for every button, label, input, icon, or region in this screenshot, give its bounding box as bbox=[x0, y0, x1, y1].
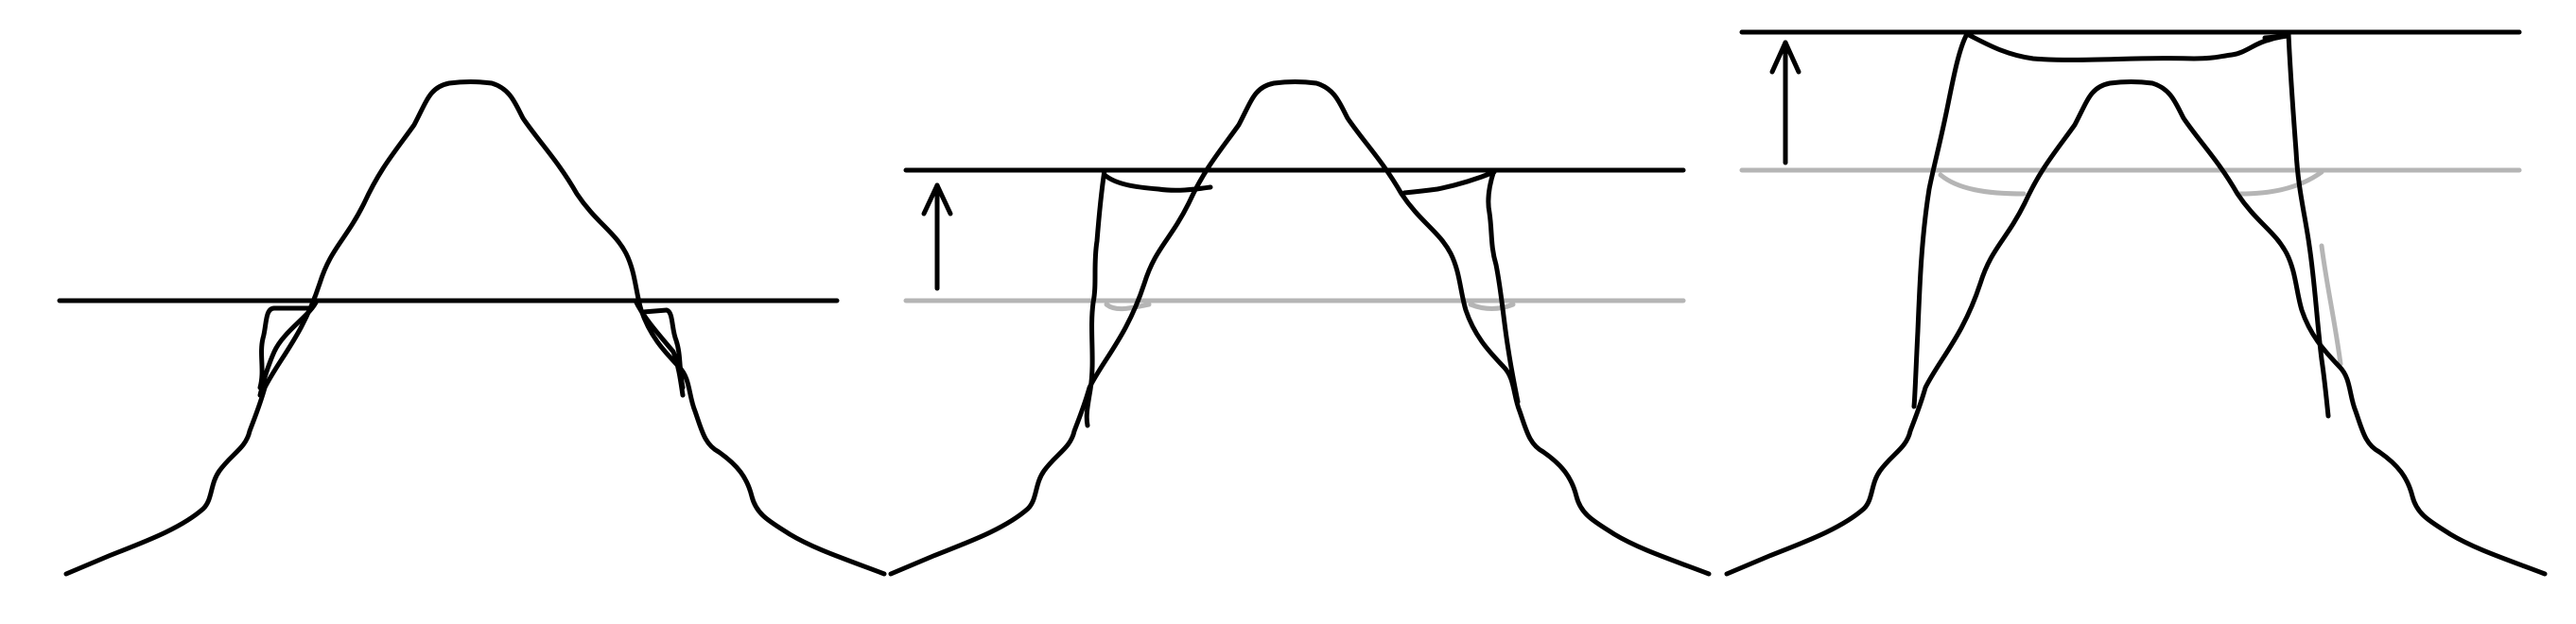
panel-2-previous-right-fill bbox=[1468, 302, 1516, 311]
panel-2 bbox=[888, 79, 1712, 577]
panel-3-top-cap bbox=[2262, 33, 2291, 41]
panel-3-previous-left-fill bbox=[1938, 172, 2027, 197]
panel-2-mountain-outline bbox=[888, 79, 1712, 577]
panel-1-mountain-outline bbox=[63, 79, 887, 577]
up-arrow-icon bbox=[921, 182, 953, 217]
panel-1-left-fill bbox=[257, 298, 320, 398]
panel-3-left-fill bbox=[1911, 31, 1970, 409]
up-arrow-icon bbox=[1769, 40, 1801, 75]
panel-3-previous-right-fill bbox=[2237, 169, 2343, 367]
panel-2-right-fill bbox=[1401, 167, 1521, 405]
panel-1 bbox=[57, 79, 887, 577]
panel-3-mountain-outline bbox=[1724, 79, 2548, 577]
panel-3-right-fill bbox=[2286, 31, 2331, 419]
panel-1-right-fill bbox=[633, 298, 686, 398]
panel-3 bbox=[1724, 29, 2548, 577]
panel-2-previous-left-fill bbox=[1104, 302, 1152, 312]
panel-3-top-fill bbox=[1964, 31, 2291, 62]
panel-2-left-fill bbox=[1084, 167, 1213, 428]
